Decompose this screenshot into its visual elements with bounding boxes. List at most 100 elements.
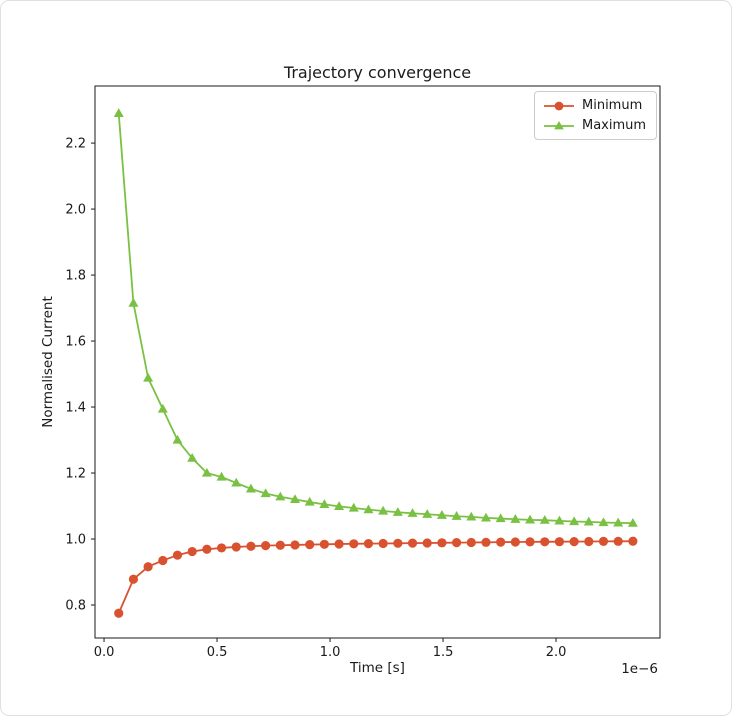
data-point-circle [525, 537, 535, 547]
y-tick-label: 1.8 [65, 269, 86, 284]
data-point-triangle [613, 517, 624, 527]
minimum-line-marker-icon [544, 101, 574, 110]
data-point-circle [172, 550, 183, 560]
data-point-circle [613, 536, 623, 546]
data-point-triangle [128, 297, 139, 307]
maximum-line-marker-icon [544, 120, 574, 129]
y-tick-label: 0.8 [65, 599, 86, 614]
data-point-triangle [275, 491, 286, 501]
data-point-circle [261, 541, 271, 551]
data-point-circle [290, 540, 300, 550]
data-point-triangle [392, 507, 403, 516]
data-point-circle [569, 536, 579, 547]
y-tick-label: 1.0 [65, 533, 86, 548]
data-point-circle [378, 538, 388, 549]
data-point-circle [598, 536, 609, 546]
data-point-circle [275, 540, 285, 550]
data-point-circle [246, 541, 256, 551]
data-point-circle [202, 544, 212, 554]
legend-item-minimum: Minimum [543, 97, 646, 114]
legend-item-maximum: Maximum [543, 117, 646, 134]
y-tick-label: 2.0 [65, 203, 86, 218]
data-point-triangle [451, 511, 462, 520]
data-point-triangle [554, 515, 565, 525]
series-maximum [113, 108, 638, 527]
data-point-circle [452, 538, 462, 548]
data-point-circle [554, 537, 565, 547]
data-point-circle [216, 543, 227, 553]
data-point-circle [363, 539, 374, 549]
data-point-circle [481, 537, 491, 547]
data-point-triangle [216, 471, 227, 481]
data-point-circle [540, 537, 550, 547]
data-point-triangle [172, 434, 183, 444]
x-tick-label: 2.0 [546, 645, 567, 660]
data-point-triangle [422, 509, 433, 518]
data-point-triangle [466, 511, 477, 521]
legend: Minimum Maximum [534, 91, 658, 140]
data-point-triangle [583, 516, 594, 526]
data-point-circle [305, 540, 315, 550]
data-point-triangle [334, 501, 345, 510]
series-minimum [114, 536, 638, 618]
data-point-circle [334, 539, 344, 549]
chart-title: Trajectory convergence [283, 63, 472, 82]
data-point-triangle [304, 496, 315, 506]
data-point-triangle [290, 494, 301, 504]
legend-label-minimum: Minimum [582, 98, 643, 113]
data-point-circle [231, 542, 241, 552]
data-point-triangle [510, 514, 521, 523]
data-point-circle [496, 537, 506, 547]
data-point-triangle [554, 120, 564, 129]
data-point-triangle [436, 510, 447, 519]
data-point-triangle [245, 483, 256, 493]
data-point-circle [584, 536, 594, 547]
x-axis-label: Time [s] [350, 660, 405, 676]
axes-spines [94, 85, 661, 639]
data-point-triangle [480, 512, 491, 522]
data-point-circle [628, 536, 638, 546]
data-point-triangle [348, 502, 359, 512]
data-point-circle [128, 574, 139, 584]
data-point-circle [554, 101, 564, 110]
data-point-triangle [319, 499, 330, 508]
data-point-circle [349, 539, 359, 549]
data-point-triangle [378, 505, 389, 515]
data-point-circle [187, 546, 197, 557]
data-point-circle [422, 538, 432, 548]
x-tick-label: 0.5 [207, 645, 228, 660]
data-point-circle [466, 537, 476, 548]
data-point-triangle [407, 508, 418, 517]
data-point-triangle [627, 517, 638, 527]
x-tick-label: 0.0 [94, 645, 115, 660]
data-point-triangle [157, 403, 168, 413]
data-point-circle [437, 538, 447, 548]
y-tick-label: 1.4 [65, 401, 86, 416]
data-point-circle [510, 537, 520, 547]
x-axis-offset-label: 1e−6 [621, 661, 658, 677]
y-tick-label: 1.6 [65, 335, 86, 350]
data-point-triangle [495, 513, 506, 523]
data-point-triangle [569, 516, 580, 526]
data-point-circle [407, 538, 418, 548]
data-point-triangle [363, 504, 374, 514]
x-tick-label: 1.0 [320, 645, 341, 660]
data-point-triangle [113, 108, 124, 117]
data-point-circle [319, 539, 329, 549]
data-point-triangle [231, 477, 242, 487]
data-point-circle [158, 555, 168, 566]
data-point-triangle [260, 488, 271, 498]
x-tick-label: 1.5 [433, 645, 454, 660]
y-tick-label: 2.2 [65, 137, 86, 152]
data-point-triangle [143, 372, 154, 382]
data-point-triangle [201, 467, 212, 477]
data-point-circle [143, 562, 153, 572]
data-point-circle [393, 538, 403, 548]
data-point-triangle [187, 452, 198, 462]
data-point-circle [114, 608, 124, 618]
data-point-triangle [525, 514, 536, 524]
legend-label-maximum: Maximum [582, 118, 647, 133]
data-point-triangle [539, 515, 550, 524]
